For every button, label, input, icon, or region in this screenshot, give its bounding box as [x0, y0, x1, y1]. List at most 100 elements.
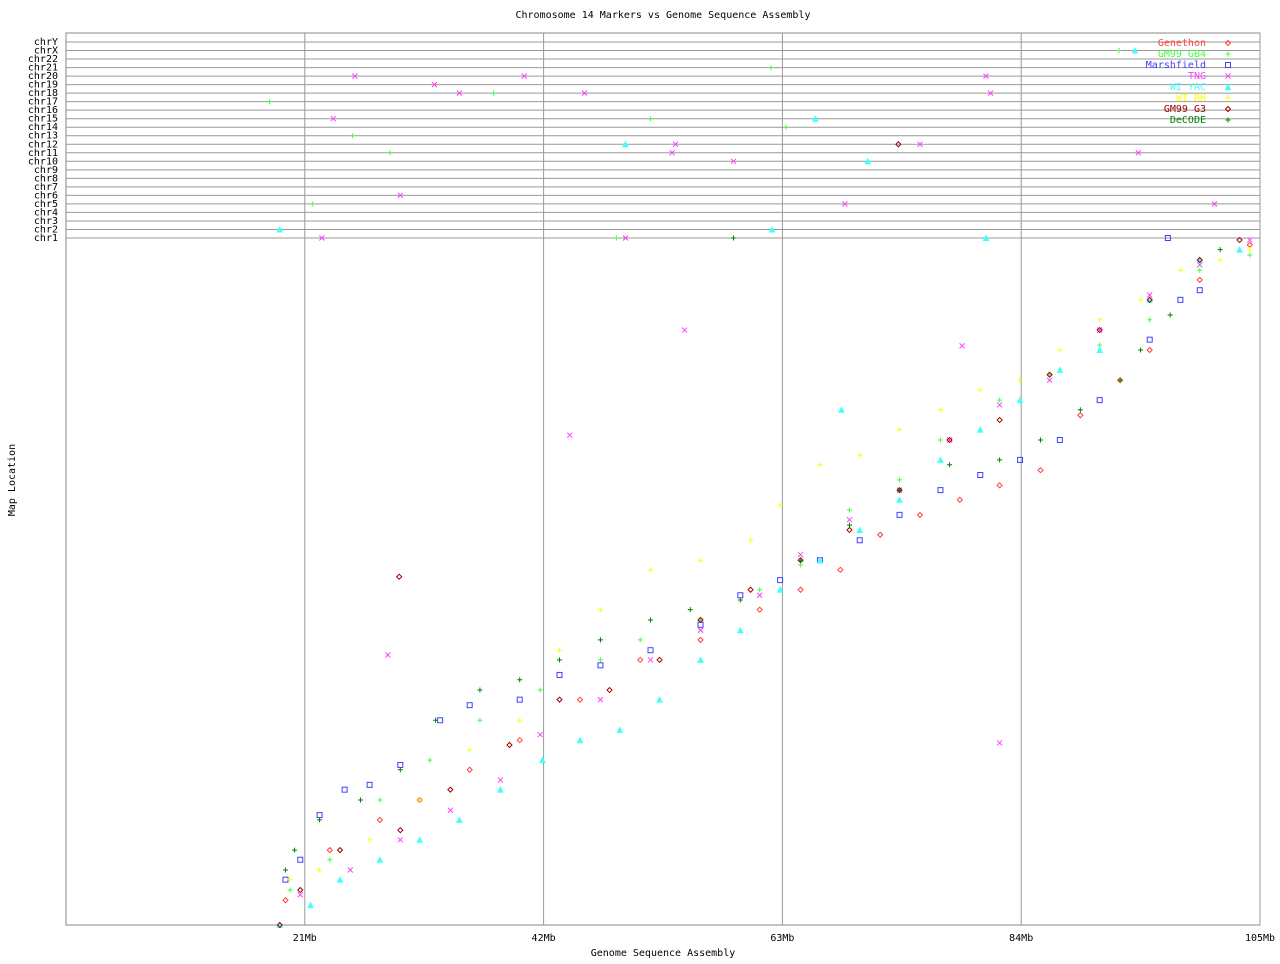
chromosome-label: chr3	[34, 216, 58, 227]
x-tick-label: 84Mb	[1009, 933, 1033, 944]
point	[647, 567, 653, 573]
point	[297, 886, 304, 894]
point	[1016, 396, 1024, 404]
point	[376, 856, 384, 863]
point	[1167, 312, 1173, 318]
chromosome-label: chr18	[28, 88, 58, 99]
point	[491, 90, 497, 96]
point	[282, 867, 288, 873]
point	[1146, 292, 1153, 298]
point	[387, 150, 393, 156]
chromosome-label: chr8	[34, 173, 58, 184]
legend-label: WI YAC	[1170, 82, 1206, 93]
point	[1247, 247, 1253, 253]
point	[996, 402, 1003, 408]
x-tick-label: 105Mb	[1245, 933, 1275, 944]
point	[397, 826, 404, 834]
point	[276, 921, 283, 929]
point	[417, 797, 423, 803]
point	[557, 657, 563, 663]
point	[997, 397, 1003, 403]
point	[647, 656, 654, 663]
point	[497, 777, 504, 783]
point	[1037, 466, 1044, 474]
point	[447, 807, 454, 814]
point	[517, 677, 523, 683]
legend-marker	[1225, 51, 1231, 57]
point	[537, 731, 544, 738]
point	[1057, 347, 1063, 353]
point	[756, 606, 763, 613]
point	[613, 235, 619, 241]
point	[777, 502, 783, 508]
point	[697, 616, 704, 624]
point	[937, 407, 943, 413]
point	[310, 201, 316, 207]
point	[506, 741, 513, 749]
legend-marker	[1224, 105, 1232, 113]
chromosome-label: chr17	[28, 97, 58, 108]
point	[466, 702, 473, 709]
point	[959, 343, 965, 349]
point	[977, 387, 983, 393]
point	[897, 427, 903, 433]
point	[697, 627, 704, 634]
point	[864, 157, 871, 165]
point	[1197, 267, 1203, 273]
point	[287, 877, 293, 883]
point	[282, 876, 289, 883]
point	[336, 846, 344, 854]
point	[637, 656, 644, 664]
chromosome-label: chr5	[34, 199, 58, 210]
point	[1077, 412, 1084, 419]
point	[1046, 377, 1053, 384]
point	[783, 124, 789, 130]
point	[997, 457, 1003, 463]
point	[1056, 436, 1063, 443]
point	[757, 587, 763, 593]
point	[846, 526, 853, 534]
point	[737, 597, 743, 603]
point	[1117, 377, 1123, 383]
legend-marker	[1225, 62, 1231, 68]
point	[397, 761, 404, 768]
legend-label: GM99 G3	[1164, 104, 1206, 115]
point	[937, 437, 943, 443]
point	[768, 65, 774, 71]
x-tick-label: 21Mb	[293, 933, 317, 944]
point	[537, 687, 543, 693]
point	[267, 99, 273, 105]
point	[656, 696, 663, 703]
point	[1138, 347, 1144, 353]
point	[697, 656, 704, 663]
point	[576, 696, 584, 703]
point	[846, 507, 852, 513]
point	[1146, 336, 1153, 343]
chromosome-label: chr19	[28, 80, 58, 91]
point	[947, 462, 953, 468]
legend-label: Genethon	[1158, 38, 1206, 49]
point	[581, 90, 588, 96]
point	[350, 133, 356, 139]
point	[737, 626, 744, 634]
point	[622, 235, 629, 241]
point	[330, 115, 337, 122]
point	[846, 522, 852, 528]
point	[1236, 236, 1243, 244]
chromosome-label: chr7	[34, 182, 58, 193]
point	[976, 426, 984, 433]
point	[319, 235, 325, 241]
point	[317, 867, 323, 873]
point	[982, 234, 990, 241]
point	[1131, 46, 1139, 54]
point	[597, 696, 604, 703]
point	[656, 656, 663, 664]
point	[747, 586, 754, 593]
chromosome-label: chr20	[28, 71, 58, 82]
point	[797, 551, 804, 558]
point	[1097, 317, 1103, 323]
point	[817, 462, 823, 468]
point	[816, 556, 824, 564]
point	[937, 487, 944, 494]
